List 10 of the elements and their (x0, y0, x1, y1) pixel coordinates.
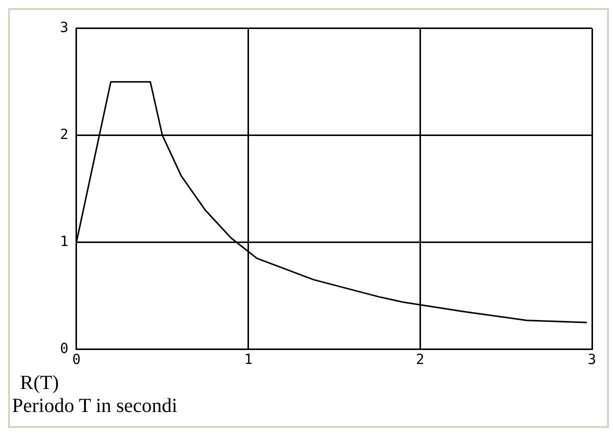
y-tick-label: 3 (60, 20, 68, 36)
x-tick-label: 2 (416, 352, 424, 368)
y-axis-title: R(T) (19, 372, 60, 394)
x-tick-label: 0 (72, 352, 81, 368)
x-tick-label: 3 (588, 352, 596, 368)
y-tick-label: 0 (60, 340, 68, 357)
x-axis-title: Periodo T in secondi (12, 394, 178, 418)
y-tick-label: 2 (60, 126, 68, 143)
y-tick-label: 1 (60, 234, 68, 250)
x-tick-label: 1 (244, 352, 253, 368)
